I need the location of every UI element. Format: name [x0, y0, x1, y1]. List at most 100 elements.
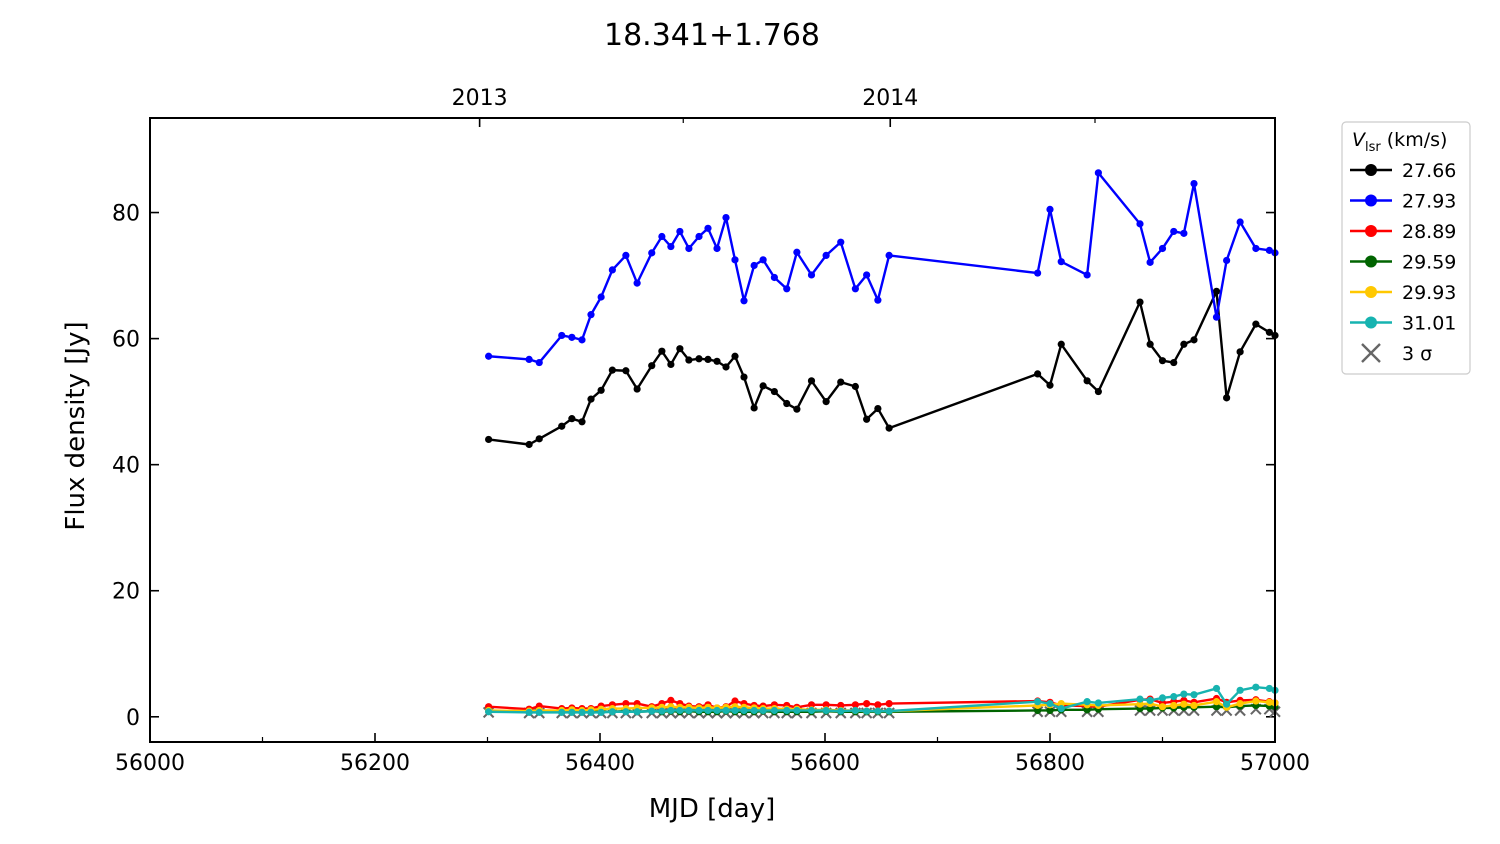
data-point: [1265, 246, 1273, 254]
x-tick-label: 56000: [115, 751, 185, 776]
data-point: [1083, 377, 1091, 385]
data-point: [807, 377, 816, 385]
data-point: [676, 345, 684, 353]
data-point: [851, 285, 859, 293]
legend-entry: 29.93: [1350, 282, 1456, 304]
data-point: [658, 232, 666, 241]
legend-label: 29.59: [1402, 252, 1456, 274]
data-point: [1265, 698, 1273, 706]
legend-marker: [1365, 225, 1377, 237]
data-point: [750, 706, 758, 715]
data-point: [1190, 691, 1198, 699]
data-point: [685, 244, 693, 253]
data-point: [1057, 340, 1065, 348]
data-point: [1170, 358, 1178, 367]
data-point: [874, 296, 882, 304]
data-point: [622, 367, 630, 375]
data-point: [1136, 298, 1144, 306]
data-point: [685, 706, 693, 715]
data-point: [704, 355, 712, 364]
legend-label: 29.93: [1402, 282, 1456, 304]
data-point: [807, 701, 816, 709]
data-point: [783, 706, 791, 715]
data-point: [525, 708, 533, 716]
legend-label: 3 σ: [1402, 343, 1432, 365]
data-point: [1212, 287, 1221, 295]
data-point: [608, 366, 616, 374]
data-point: [568, 333, 576, 341]
data-point: [704, 706, 712, 715]
data-point: [822, 398, 830, 406]
data-point: [713, 244, 721, 253]
top-tick-label: 2013: [452, 86, 508, 111]
data-point: [1057, 258, 1065, 266]
x-axis-label: MJD [day]: [649, 794, 776, 824]
data-point: [1136, 700, 1144, 708]
data-point: [851, 706, 859, 715]
data-point: [863, 415, 871, 423]
data-point: [722, 363, 730, 371]
data-point: [535, 708, 543, 716]
data-point: [1252, 244, 1260, 253]
data-point: [597, 708, 605, 716]
data-point: [1252, 697, 1260, 705]
data-point: [587, 311, 595, 319]
data-point: [1034, 370, 1042, 378]
data-point: [1057, 699, 1065, 708]
data-point: [676, 706, 684, 715]
data-point: [648, 707, 656, 715]
x-tick-label: 56400: [565, 751, 635, 776]
top-tick-label: 2014: [862, 86, 918, 111]
data-point: [1236, 348, 1244, 356]
data-point: [633, 385, 641, 393]
data-point: [783, 399, 791, 408]
data-point: [568, 415, 576, 423]
legend-title-main: V: [1352, 129, 1367, 151]
series-31-01: [485, 683, 1279, 716]
data-point: [1180, 229, 1188, 237]
data-point: [1094, 387, 1102, 396]
series-layer: [482, 169, 1281, 719]
data-point: [1223, 256, 1231, 265]
data-point: [1190, 336, 1198, 344]
legend-title-sub: lsr: [1365, 140, 1381, 155]
data-point: [676, 227, 684, 236]
data-point: [1236, 699, 1244, 708]
legend-title: Vlsr (km/s): [1352, 129, 1447, 155]
data-point: [1146, 340, 1154, 348]
data-point: [885, 251, 893, 260]
y-axis-ticks: 0 20 40 60 80: [112, 202, 1275, 731]
data-point: [722, 213, 730, 222]
data-point: [1252, 683, 1260, 691]
data-point: [1180, 340, 1188, 348]
y-tick-label: 60: [112, 328, 140, 353]
legend-entry: 29.59: [1350, 252, 1456, 274]
data-point: [667, 360, 675, 369]
plot-area: [482, 169, 1281, 719]
plot-frame: [149, 117, 1276, 743]
data-point: [1223, 394, 1231, 402]
data-point: [1136, 695, 1144, 703]
data-point: [1083, 698, 1091, 706]
chart-title: 18.341+1.768: [604, 18, 820, 53]
data-point: [685, 356, 693, 364]
data-point: [759, 706, 767, 715]
data-point: [525, 355, 533, 364]
data-point: [485, 708, 493, 716]
data-point: [485, 435, 493, 444]
data-point: [535, 435, 543, 443]
data-point: [1212, 703, 1221, 711]
data-point: [837, 701, 845, 710]
data-point: [1190, 179, 1198, 188]
data-point: [1158, 357, 1167, 365]
data-point: [1158, 703, 1167, 711]
data-point: [1057, 704, 1065, 713]
legend-title-unit: (km/s): [1381, 129, 1448, 151]
data-point: [695, 355, 703, 363]
legend-label: 27.93: [1402, 191, 1456, 213]
legend-marker: [1365, 194, 1377, 207]
data-point: [1180, 690, 1188, 698]
data-point: [885, 707, 893, 715]
data-point: [770, 273, 778, 282]
